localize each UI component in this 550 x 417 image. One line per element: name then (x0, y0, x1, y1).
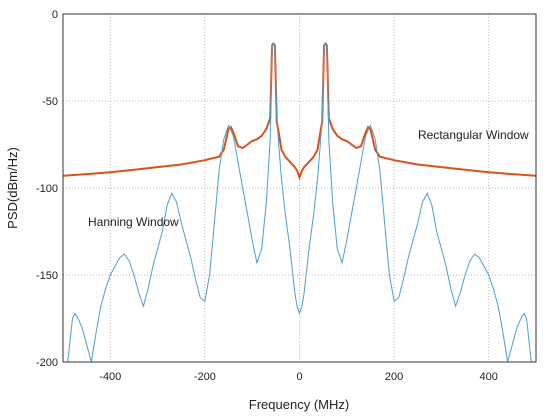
y-tick-label: 0 (52, 9, 58, 21)
y-axis-label: PSD(dBm/Hz) (5, 147, 20, 229)
x-tick-label: 0 (296, 371, 302, 383)
annotation-hanning-window: Hanning Window (88, 215, 179, 229)
y-tick-label: -100 (36, 183, 58, 195)
y-tick-label: -200 (36, 357, 58, 369)
plot-frame (62, 13, 537, 363)
x-tick-label: 200 (385, 371, 403, 383)
y-ticks: 0 -50 -100 -150 -200 (36, 9, 58, 369)
x-ticks: -400 -200 0 200 400 (99, 371, 498, 383)
series-line-hanning-window (67, 42, 536, 362)
series-layer (63, 42, 536, 362)
x-tick-label: 400 (480, 371, 498, 383)
y-tick-label: -150 (36, 270, 58, 282)
series-line-rectangular-window (63, 42, 536, 181)
x-tick-label: -400 (99, 371, 121, 383)
x-tick-label: -200 (194, 371, 216, 383)
annotation-rectangular-window: Rectangular Window (418, 128, 529, 142)
y-tick-label: -50 (42, 96, 58, 108)
x-axis-label: Frequency (MHz) (249, 397, 349, 412)
